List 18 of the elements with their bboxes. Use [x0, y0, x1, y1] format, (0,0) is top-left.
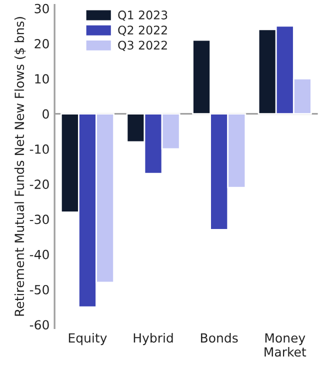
legend-label: Q3 2022 — [118, 40, 167, 51]
y-tick-label: 0 — [42, 109, 49, 119]
y-tick-label: -30 — [30, 214, 49, 224]
y-tick-label: -40 — [30, 250, 49, 260]
legend-label: Q2 2022 — [118, 26, 167, 36]
y-tick-label: 10 — [35, 74, 49, 84]
y-tick-label: -20 — [30, 180, 49, 189]
y-tick-label: -10 — [30, 144, 49, 154]
x-tick-label: Money Market — [264, 333, 306, 357]
y-tick-label: 20 — [34, 38, 49, 48]
x-tick-label: Hybrid — [134, 332, 173, 346]
y-tick-label: 30 — [34, 4, 49, 14]
y-axis-title: Retirement Mutual Funds Net New Flows ($ bns) — [14, 17, 26, 316]
x-tick-label: Bonds — [201, 332, 238, 343]
x-tick-label: Equity — [68, 332, 107, 346]
legend-label: Q1 2023 — [118, 10, 168, 21]
y-tick-label: -50 — [30, 284, 49, 294]
y-tick-label: -60 — [30, 320, 49, 330]
